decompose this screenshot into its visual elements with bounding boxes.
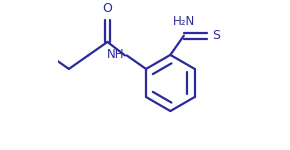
Text: NH: NH	[107, 48, 125, 61]
Text: S: S	[212, 29, 220, 42]
Text: H₂N: H₂N	[173, 15, 195, 28]
Text: O: O	[103, 2, 113, 15]
